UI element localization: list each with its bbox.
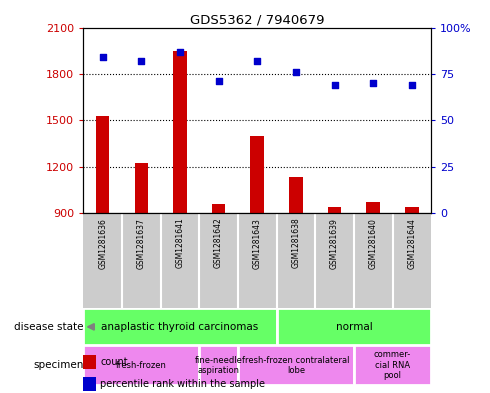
Text: commer-
cial RNA
pool: commer- cial RNA pool (374, 351, 411, 380)
Bar (83, 345, 199, 385)
Text: anaplastic thyroid carcinomas: anaplastic thyroid carcinomas (101, 322, 259, 332)
Text: disease state: disease state (14, 322, 83, 332)
Bar (96, 116, 109, 213)
Bar (405, 207, 418, 213)
Bar (238, 345, 354, 385)
Text: GSM1281644: GSM1281644 (407, 218, 416, 268)
Bar (276, 309, 431, 345)
Point (137, 58, 145, 64)
Text: GSM1281638: GSM1281638 (292, 218, 300, 268)
Point (215, 78, 222, 84)
Text: GSM1281639: GSM1281639 (330, 218, 339, 268)
Text: fresh-frozen: fresh-frozen (116, 361, 167, 370)
Bar (328, 207, 342, 213)
Point (253, 58, 261, 64)
Text: GSM1281643: GSM1281643 (253, 218, 262, 268)
Point (98, 54, 106, 60)
Point (408, 82, 416, 88)
Text: specimen: specimen (33, 360, 83, 370)
Text: GSM1281636: GSM1281636 (98, 218, 107, 268)
Text: fresh-frozen contralateral
lobe: fresh-frozen contralateral lobe (242, 356, 350, 375)
Title: GDS5362 / 7940679: GDS5362 / 7940679 (190, 13, 324, 26)
Point (176, 48, 184, 55)
Bar (199, 345, 238, 385)
Text: GSM1281640: GSM1281640 (368, 218, 378, 268)
Point (331, 82, 339, 88)
Bar (354, 345, 431, 385)
Bar (250, 136, 264, 213)
Bar (173, 51, 187, 213)
Text: GSM1281637: GSM1281637 (137, 218, 146, 268)
Text: GSM1281641: GSM1281641 (175, 218, 184, 268)
Text: GSM1281642: GSM1281642 (214, 218, 223, 268)
Point (369, 80, 377, 86)
Bar (83, 309, 276, 345)
Text: normal: normal (336, 322, 372, 332)
Bar (135, 163, 148, 213)
Text: fine-needle
aspiration: fine-needle aspiration (195, 356, 243, 375)
Text: count: count (100, 357, 128, 367)
Text: percentile rank within the sample: percentile rank within the sample (100, 379, 266, 389)
Bar (367, 202, 380, 213)
Bar (212, 204, 225, 213)
Point (292, 69, 300, 75)
Bar (289, 177, 303, 213)
